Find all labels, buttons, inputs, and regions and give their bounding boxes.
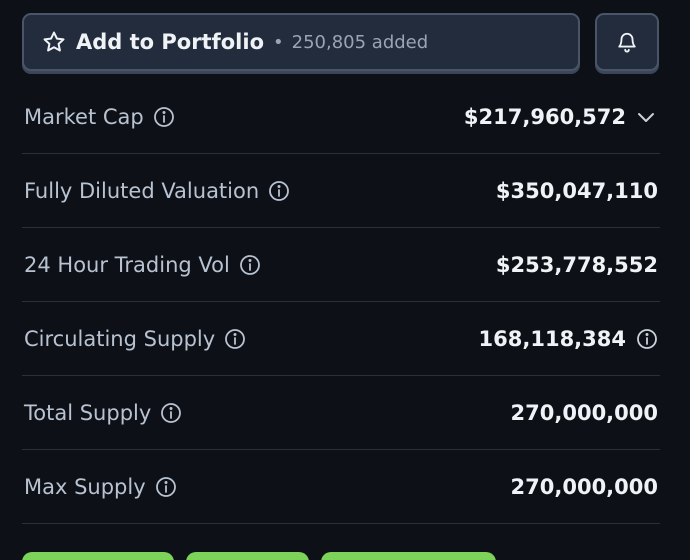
- stat-label: Circulating Supply: [24, 326, 216, 351]
- stat-value: 270,000,000: [510, 400, 658, 425]
- stat-label: Fully Diluted Valuation: [24, 178, 260, 203]
- green-tag-button[interactable]: [22, 552, 174, 560]
- stat-label: Max Supply: [24, 474, 146, 499]
- info-icon[interactable]: [268, 180, 290, 202]
- add-to-portfolio-button[interactable]: Add to Portfolio • 250,805 added: [22, 13, 580, 71]
- stat-row-circulating-supply: Circulating Supply 168,118,384: [22, 302, 660, 376]
- stat-row-max-supply: Max Supply 270,000,000: [22, 450, 660, 524]
- stat-value: $217,960,572: [463, 104, 626, 129]
- bell-icon: [616, 31, 638, 53]
- stat-value: 168,118,384: [478, 326, 626, 351]
- info-icon[interactable]: [636, 328, 658, 350]
- add-to-portfolio-label: Add to Portfolio: [76, 30, 265, 54]
- stat-label: Market Cap: [24, 104, 144, 129]
- info-icon[interactable]: [224, 328, 246, 350]
- stat-value: $350,047,110: [495, 178, 658, 203]
- stat-row-trading-vol: 24 Hour Trading Vol $253,778,552: [22, 228, 660, 302]
- info-icon[interactable]: [160, 402, 182, 424]
- info-icon[interactable]: [153, 106, 175, 128]
- portfolio-added-count: 250,805 added: [291, 31, 429, 53]
- stat-row-fdv: Fully Diluted Valuation $350,047,110: [22, 154, 660, 228]
- stat-row-market-cap: Market Cap $217,960,572: [22, 80, 660, 154]
- stat-row-total-supply: Total Supply 270,000,000: [22, 376, 660, 450]
- market-cap-toggle[interactable]: $217,960,572: [464, 105, 660, 129]
- price-alert-button[interactable]: [595, 13, 659, 71]
- top-actions: Add to Portfolio • 250,805 added: [22, 13, 660, 73]
- stats-table: Market Cap $217,960,572 Fully Diluted Va…: [22, 80, 660, 524]
- stat-value: $253,778,552: [495, 252, 658, 277]
- chevron-down-icon: [634, 105, 658, 129]
- separator-dot: •: [273, 31, 284, 53]
- info-icon[interactable]: [155, 476, 177, 498]
- stat-label: 24 Hour Trading Vol: [24, 252, 230, 277]
- star-icon: [42, 30, 66, 54]
- green-tag-button[interactable]: [321, 552, 496, 560]
- green-tag-button[interactable]: [186, 552, 309, 560]
- info-icon[interactable]: [239, 254, 261, 276]
- stat-value: 270,000,000: [510, 474, 658, 499]
- stat-label: Total Supply: [24, 400, 152, 425]
